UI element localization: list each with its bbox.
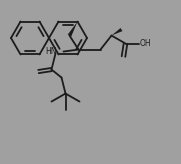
Polygon shape	[68, 21, 77, 37]
Text: HN: HN	[45, 47, 56, 56]
Polygon shape	[111, 28, 122, 36]
Text: OH: OH	[140, 39, 151, 48]
